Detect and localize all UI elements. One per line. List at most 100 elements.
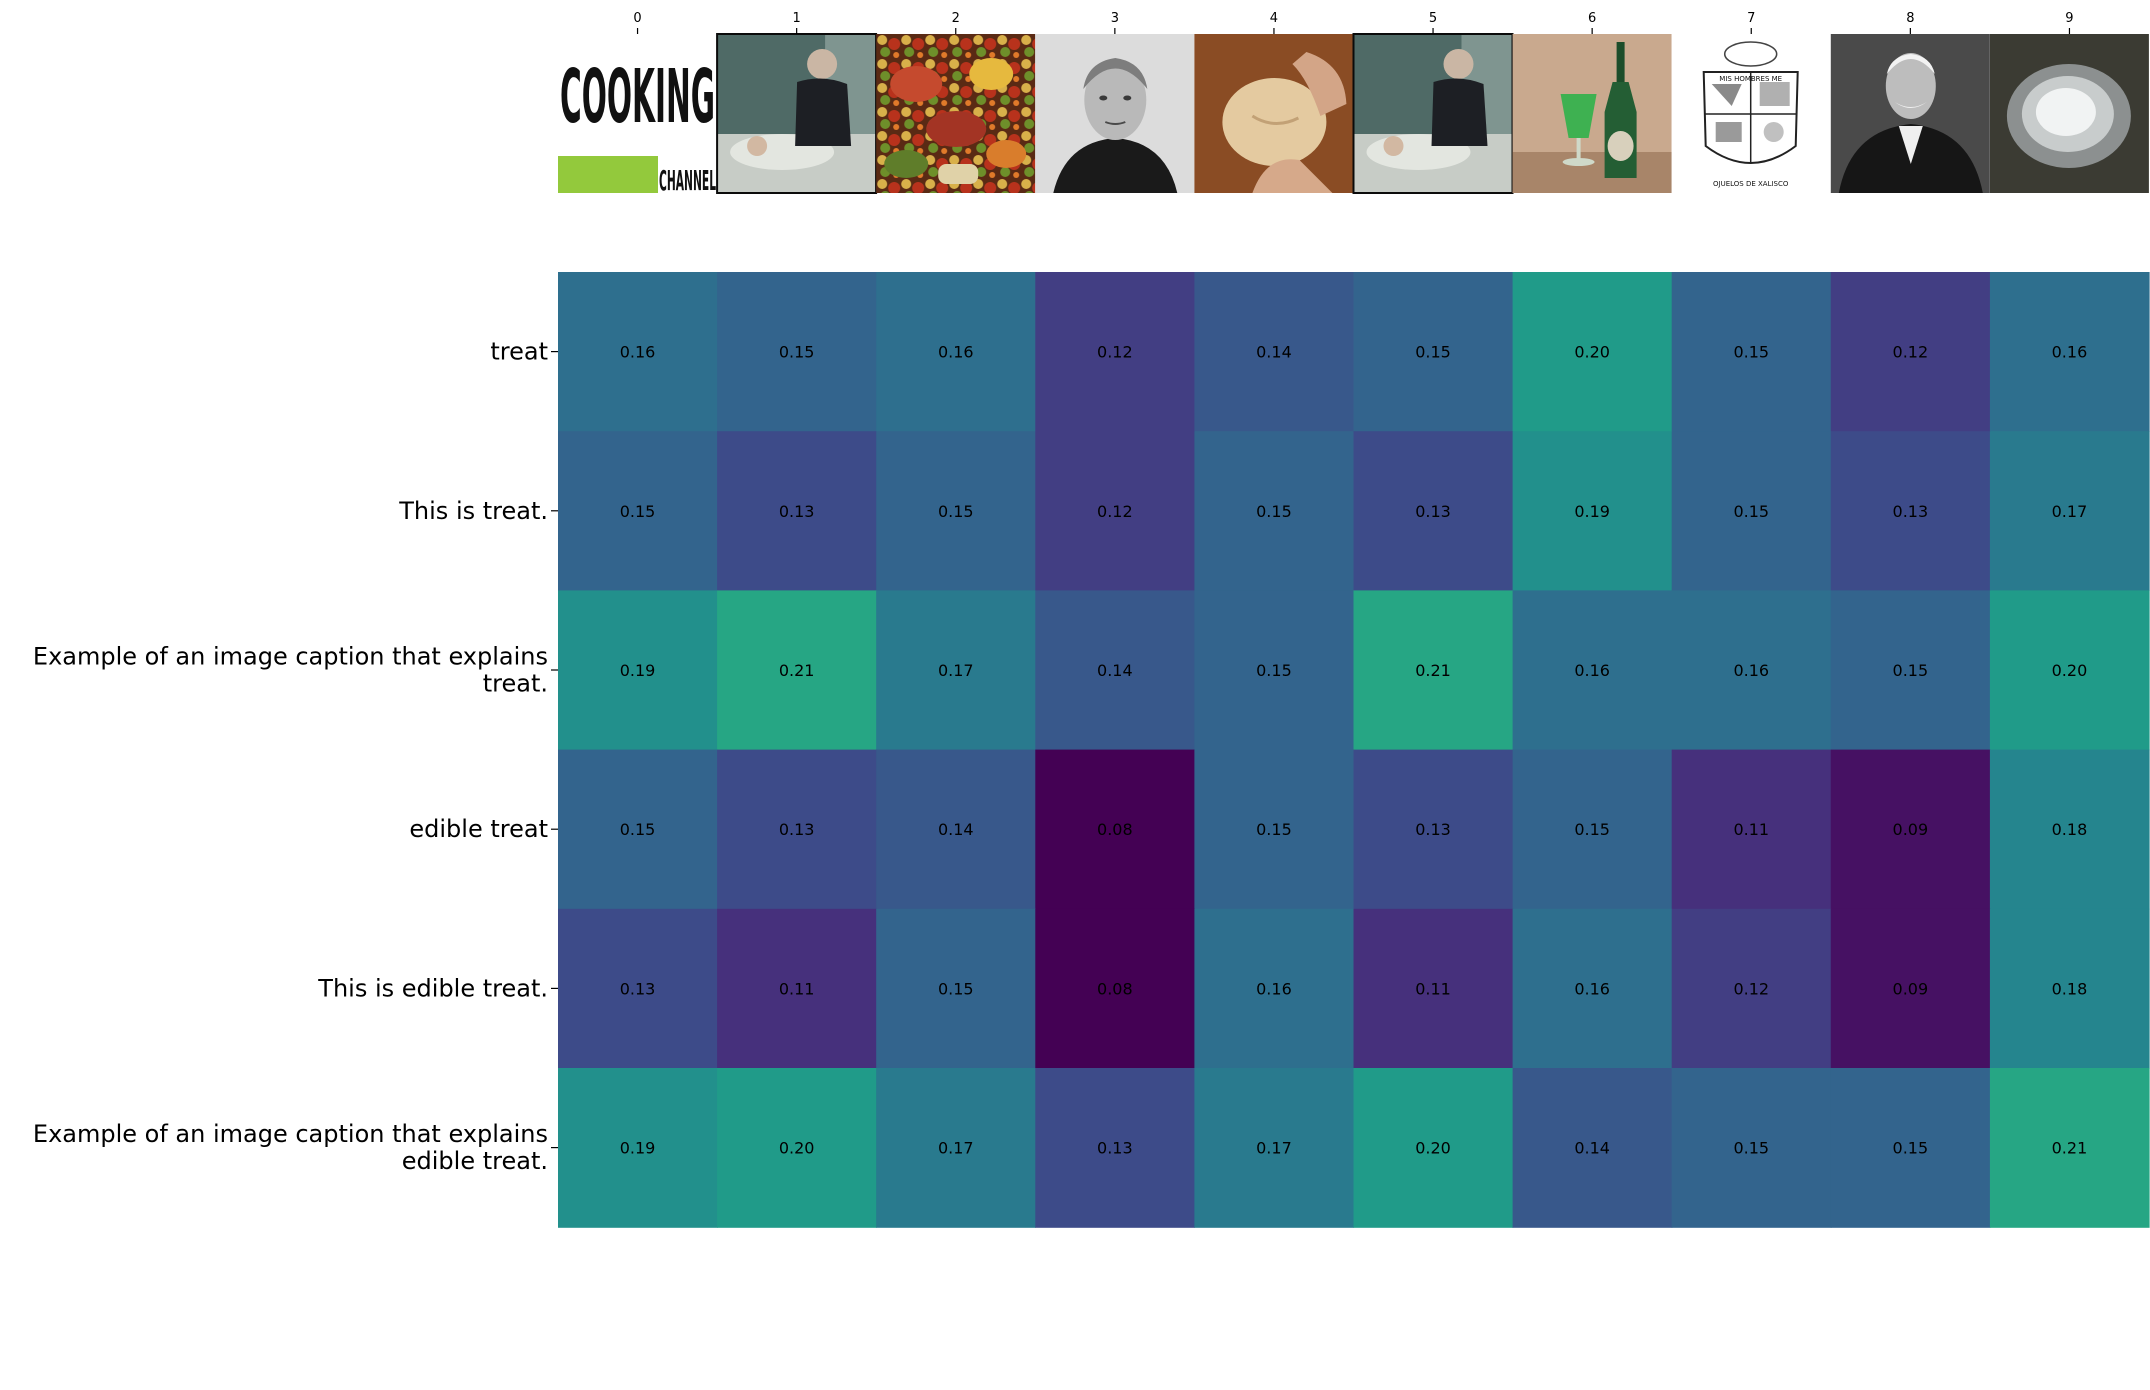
cell-value-label: 0.18	[2052, 820, 2088, 839]
y-tick-label: edible treat	[409, 815, 548, 843]
y-tick-label: This is edible treat.	[317, 974, 548, 1002]
cell-value-label: 0.14	[938, 820, 974, 839]
crest-motto-text: MIS HOMBRES ME	[1719, 75, 1782, 83]
cell-value-label: 0.16	[1574, 661, 1610, 680]
cell-value-label: 0.15	[1256, 661, 1292, 680]
heatmap-cell	[1035, 908, 1195, 1069]
x-tick-label: 0	[633, 11, 641, 26]
heatmap-cell	[1512, 1068, 1673, 1228]
x-tick-labels: 0 1 2 3 4 5 6 7 8 9	[633, 11, 2074, 34]
y-tick-labels: treat This is treat. Example of an image c…	[33, 338, 558, 1175]
heatmap-cell	[1353, 1068, 1514, 1228]
heatmap-cell	[1989, 590, 2150, 751]
cell-value-label: 0.11	[779, 979, 815, 998]
cell-value-label: 0.21	[779, 661, 815, 680]
heatmap-cell	[1194, 431, 1355, 591]
cell-value-label: 0.15	[1893, 661, 1929, 680]
cell-value-label: 0.15	[1733, 1139, 1769, 1158]
cell-value-label: 0.08	[1097, 979, 1133, 998]
heatmap-cell	[876, 1068, 1036, 1228]
heatmap-cell	[1035, 590, 1195, 751]
cell-value-label: 0.12	[1097, 343, 1133, 362]
cell-value-label: 0.15	[1574, 820, 1610, 839]
x-tick-label: 4	[1270, 11, 1278, 26]
cell-value-label: 0.11	[1733, 820, 1769, 839]
heatmap-cell	[558, 1068, 718, 1228]
heatmap-cell	[1353, 590, 1514, 751]
heatmap-cell	[1989, 431, 2150, 591]
heatmap-cell	[1353, 431, 1514, 591]
logo-text-cooking: COOKING	[560, 54, 715, 140]
heatmap-cell	[876, 908, 1036, 1069]
cell-value-label: 0.12	[1733, 979, 1769, 998]
cell-value-label: 0.18	[2052, 979, 2088, 998]
cell-value-label: 0.21	[2052, 1139, 2088, 1158]
cell-value-label: 0.17	[938, 661, 974, 680]
heatmap-cell	[1512, 590, 1673, 751]
cell-value-label: 0.20	[2052, 661, 2088, 680]
cell-value-label: 0.13	[779, 502, 815, 521]
cell-value-label: 0.15	[620, 820, 656, 839]
heatmap-cell	[717, 590, 877, 751]
heatmap-cell	[1671, 590, 1832, 751]
heatmap-cell	[1830, 749, 1991, 910]
heatmap-cell	[876, 272, 1036, 432]
heatmap-cell	[876, 590, 1036, 751]
cell-value-label: 0.16	[938, 343, 974, 362]
heatmap-cell	[1035, 749, 1195, 910]
cell-value-label: 0.13	[1415, 502, 1451, 521]
y-tick-label: Example of an image caption that explain…	[33, 1120, 548, 1175]
cell-value-label: 0.12	[1097, 502, 1133, 521]
cell-value-label: 0.15	[1893, 1139, 1929, 1158]
cell-value-label: 0.15	[1415, 343, 1451, 362]
cell-value-label: 0.17	[1256, 1139, 1292, 1158]
heatmap-cell	[1989, 908, 2150, 1069]
x-tick-label: 8	[1906, 11, 1914, 26]
heatmap-cell	[876, 749, 1036, 910]
heatmap-cell	[558, 590, 718, 751]
cell-value-label: 0.17	[938, 1139, 974, 1158]
heatmap-cell	[717, 431, 877, 591]
cell-value-label: 0.15	[1733, 343, 1769, 362]
cell-value-label: 0.19	[620, 661, 656, 680]
cell-value-label: 0.19	[1574, 502, 1610, 521]
cell-value-label: 0.21	[1415, 661, 1451, 680]
heatmap-cell	[1353, 272, 1514, 432]
heatmap-cell	[1830, 431, 1991, 591]
column-image-3: black and white portrait of elderly woma…	[1035, 34, 1195, 193]
heatmap-cell	[1035, 431, 1195, 591]
cell-value-label: 0.15	[620, 502, 656, 521]
heatmap-cell	[1671, 749, 1832, 910]
cell-value-label: 0.15	[1733, 502, 1769, 521]
heatmap-cell	[1194, 272, 1355, 432]
heatmap-cell	[1194, 1068, 1355, 1228]
heatmap-cell	[1671, 431, 1832, 591]
cell-value-label: 0.12	[1893, 343, 1929, 362]
cell-value-label: 0.15	[1256, 502, 1292, 521]
x-tick-label: 1	[793, 11, 801, 26]
cell-value-label: 0.15	[779, 343, 815, 362]
heatmap-cell	[558, 272, 718, 432]
column-image-9: white powder on dark background	[1989, 34, 2149, 193]
cell-value-label: 0.16	[620, 343, 656, 362]
column-image-4: hands shaping dough on wooden board	[1194, 34, 1354, 193]
cell-value-label: 0.13	[1415, 820, 1451, 839]
x-tick-label: 2	[952, 11, 960, 26]
cell-value-label: 0.11	[1415, 979, 1451, 998]
heatmap-cell	[717, 908, 877, 1069]
heatmap-cell	[1671, 908, 1832, 1069]
heatmap-cell	[1194, 590, 1355, 751]
cell-value-label: 0.13	[1893, 502, 1929, 521]
cell-value-label: 0.20	[1574, 343, 1610, 362]
cell-value-label: 0.19	[620, 1139, 656, 1158]
heatmap-cell	[1830, 908, 1991, 1069]
cell-value-label: 0.13	[779, 820, 815, 839]
heatmap-cell	[876, 431, 1036, 591]
heatmap-cell	[1035, 1068, 1195, 1228]
heatmap-cell	[717, 749, 877, 910]
y-tick-label: This is treat.	[398, 497, 548, 525]
cell-value-label: 0.20	[779, 1139, 815, 1158]
cell-value-label: 0.15	[938, 502, 974, 521]
crest-town-text: OJUELOS DE XALISCO	[1713, 180, 1789, 188]
column-image-5: elderly man in hospital bed with visitor…	[1352, 33, 1514, 194]
